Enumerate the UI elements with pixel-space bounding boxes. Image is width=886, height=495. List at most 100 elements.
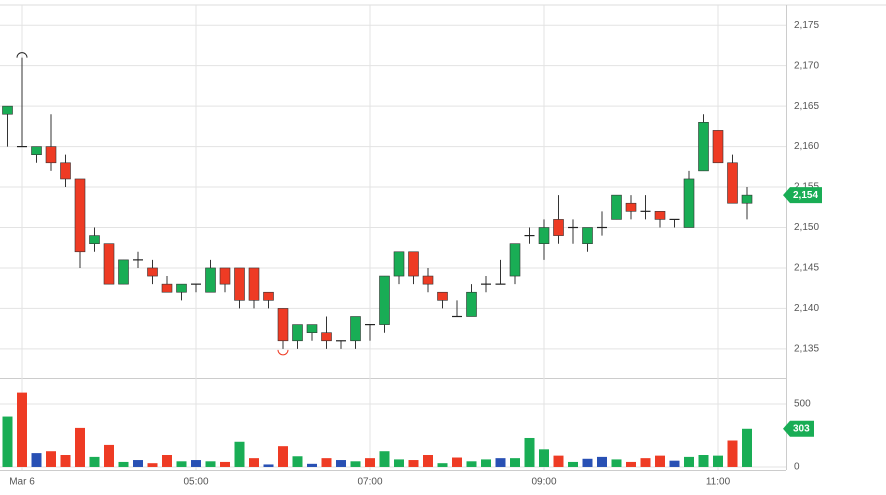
volume-bar [350, 461, 361, 467]
y-tick-label: 2,145 [794, 263, 819, 274]
volume-bar [365, 458, 375, 467]
volume-bar [176, 461, 187, 467]
candle-body [2, 105, 13, 115]
volume-bar [713, 455, 723, 467]
volume-bar [263, 464, 274, 467]
volume-bar [133, 460, 143, 467]
y-tick-label: 2,165 [794, 101, 819, 112]
candle-body [306, 324, 318, 333]
volume-bar [336, 460, 346, 467]
volume-bar [31, 453, 42, 467]
volume-bar [510, 458, 520, 467]
volume-bar [742, 428, 752, 467]
volume-bar [278, 446, 288, 467]
candle-body [582, 227, 593, 244]
x-tick-label: 07:00 [357, 477, 382, 488]
volume-bar [582, 458, 593, 467]
candle-body [698, 122, 709, 172]
volume-bar [394, 459, 404, 467]
volume-bar [466, 461, 477, 467]
volume-bar [568, 461, 578, 467]
volume-tag [783, 420, 814, 437]
candle-body [234, 267, 245, 301]
candle-body [625, 202, 637, 212]
volume-bar [162, 455, 172, 467]
y-tick-label: 2,140 [794, 303, 819, 314]
candle-body [408, 251, 419, 277]
volume-bar [118, 461, 129, 467]
candle-body [466, 291, 477, 317]
candle-body [103, 243, 115, 285]
volume-bar [626, 461, 636, 467]
volume-bar [727, 440, 738, 467]
volume-bar [640, 458, 651, 467]
volume-bar [234, 441, 245, 467]
candle-body [321, 332, 332, 342]
candle-body [147, 267, 158, 277]
low-marker [277, 349, 289, 356]
y-tick-label: 0 [794, 462, 800, 473]
candle-body [379, 275, 390, 325]
candle-body [263, 291, 274, 301]
volume-bar [495, 458, 506, 467]
x-tick-label: Mar 6 [9, 477, 35, 488]
candle-body [683, 178, 695, 228]
volume-bar [17, 392, 27, 467]
volume-bar [191, 460, 201, 467]
candle-body [277, 308, 289, 342]
volume-bar [249, 458, 259, 467]
y-tick-label: 2,150 [794, 222, 819, 233]
volume-bar [2, 416, 13, 467]
candle-body [176, 283, 187, 293]
candle-body [422, 275, 434, 285]
price-tag [783, 187, 822, 204]
volume-bar [89, 456, 100, 467]
candle-body [437, 291, 448, 301]
volume-bar [423, 455, 433, 467]
candle-body [350, 316, 361, 342]
volume-bar [524, 437, 535, 467]
candle-body [712, 130, 724, 164]
y-tick-label: 500 [794, 399, 811, 410]
volume-bar [379, 451, 390, 467]
x-tick-label: 09:00 [531, 477, 556, 488]
candle-body [741, 194, 753, 204]
volume-bar [104, 444, 114, 467]
volume-bar [46, 451, 56, 467]
volume-bar [611, 459, 622, 467]
volume-bar [684, 456, 694, 467]
candle-body [654, 211, 666, 220]
x-tick-label: 11:00 [706, 477, 731, 488]
volume-bar [539, 449, 549, 467]
x-tick-label: 05:00 [183, 477, 208, 488]
volume-bar [75, 427, 85, 467]
volume-bar [307, 463, 317, 467]
candle-body [292, 324, 303, 342]
candle-body [60, 162, 71, 180]
y-tick-label: 2,170 [794, 60, 819, 71]
y-tick-label: 2,160 [794, 141, 819, 152]
y-tick-label: 2,135 [794, 344, 819, 355]
volume-bar [553, 455, 564, 467]
candle-body [74, 178, 86, 253]
volume-bar [669, 460, 680, 467]
volume-bar [655, 455, 665, 467]
price-tag-label: 2,154 [793, 190, 818, 201]
candle-body [393, 251, 405, 277]
candle-body [89, 235, 100, 244]
candle-body [45, 146, 57, 164]
volume-bar [147, 463, 158, 467]
high-marker [16, 52, 28, 58]
candle-body [538, 227, 550, 244]
volume-bar [481, 459, 491, 467]
volume-bar [437, 463, 448, 467]
volume-bar [205, 461, 216, 467]
volume-bar [597, 456, 607, 467]
candle-body [205, 267, 216, 293]
candle-body [611, 194, 622, 220]
candle-body [509, 243, 521, 277]
y-tick-label: 2,175 [794, 20, 819, 31]
candle-body [553, 219, 564, 236]
volume-bar [452, 457, 462, 467]
